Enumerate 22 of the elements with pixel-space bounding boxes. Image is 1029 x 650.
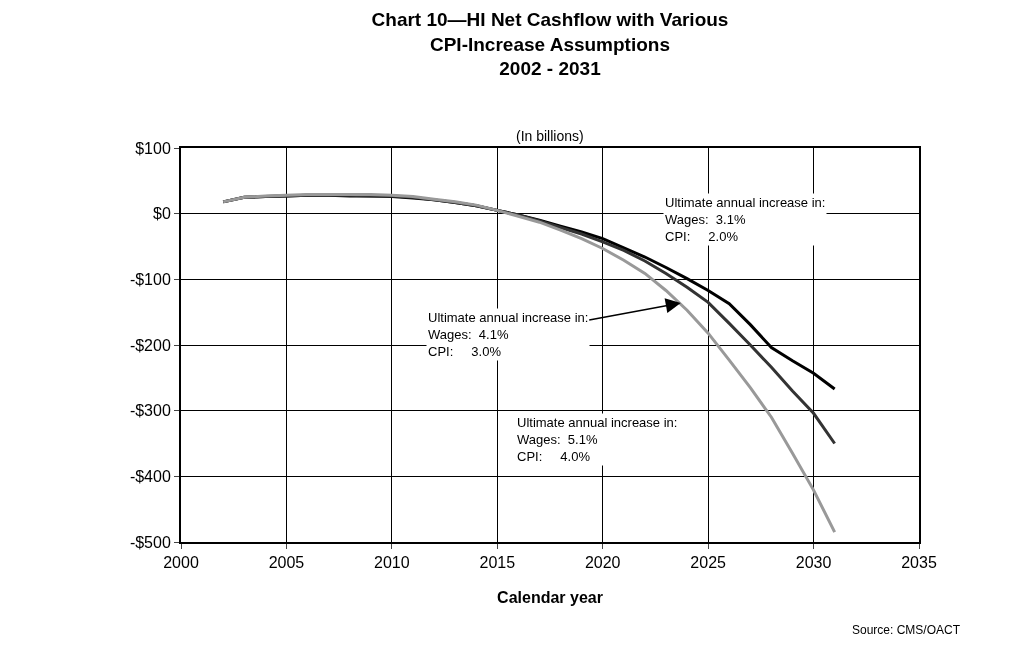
x-tick-label: 2005 xyxy=(268,554,305,572)
x-tick-label: 2020 xyxy=(584,554,621,572)
x-tick-label: 2035 xyxy=(901,554,937,572)
y-tick-label: $0 xyxy=(153,205,171,223)
annotation: Ultimate annual increase in: Wages: 4.1% CPI: 3.0% xyxy=(428,310,589,359)
y-tick-label: -$300 xyxy=(129,402,171,420)
source-note: Source: CMS/OACT xyxy=(852,623,961,637)
y-tick-label: -$200 xyxy=(129,336,171,354)
x-tick-label: 2000 xyxy=(163,554,199,572)
annotation: Ultimate annual increase in: Wages: 3.1% CPI: 2.0% xyxy=(665,195,826,244)
chart-subtitle: (In billions) xyxy=(516,128,584,144)
x-tick-label: 2010 xyxy=(374,554,410,572)
annotation: Ultimate annual increase in: Wages: 5.1% CPI: 4.0% xyxy=(517,415,678,464)
x-tick-label: 2025 xyxy=(690,554,727,572)
y-tick-label: -$500 xyxy=(129,533,171,551)
y-tick-label: -$400 xyxy=(129,467,171,485)
x-tick-label: 2030 xyxy=(795,554,832,572)
x-axis-title: Calendar year xyxy=(497,589,603,607)
y-tick-label: -$100 xyxy=(129,270,171,288)
y-tick-label: $100 xyxy=(135,139,171,157)
x-tick-label: 2015 xyxy=(479,554,516,572)
chart-title: Chart 10—HI Net Cashflow with Various CPI-Increase Assumptions 2002 - 2031 xyxy=(371,9,729,80)
